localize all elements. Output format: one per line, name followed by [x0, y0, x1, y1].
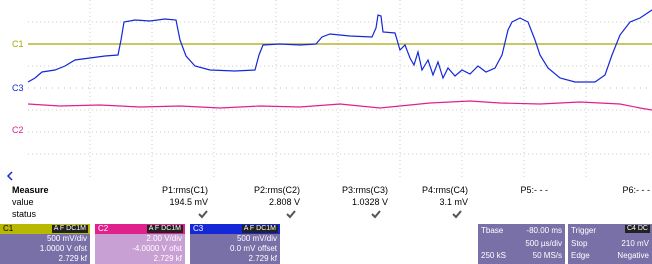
panel-value: 500 µs/div [525, 238, 562, 249]
panel-value: Edge [571, 250, 590, 261]
param-name: P2:rms(C2) [212, 185, 300, 196]
measure-header: Measure [12, 185, 49, 196]
panel-value: Negative [617, 250, 649, 261]
status-checks [0, 209, 652, 221]
panel-value: 250 kS [481, 250, 506, 261]
panel-value: 2.729 kf [249, 254, 277, 264]
panel-value: 2.729 kf [154, 254, 182, 264]
panel-value: -80.00 ms [526, 225, 562, 236]
param-name: P4:rms(C4) [380, 185, 468, 196]
panel-title: Trigger [571, 225, 596, 236]
panel-title: Tbase [481, 225, 503, 236]
scroll-arrow[interactable] [8, 172, 12, 180]
panel-badge: A F DC1M [52, 225, 88, 233]
param-value: 3.1 mV [380, 197, 468, 208]
panel-badge: A F DC1M [147, 225, 183, 233]
param-value: 194.5 mV [120, 197, 208, 208]
panel-value: 0.0 mV offset [230, 244, 277, 254]
param-value: 2.808 V [212, 197, 300, 208]
param-value: 1.0328 V [300, 197, 388, 208]
panel-value: 2.729 kf [59, 254, 87, 264]
param-name: P6:- - - [562, 185, 650, 196]
panel-value: 500 mV/div [237, 234, 277, 244]
row-label: value [12, 197, 34, 208]
panel-value: 500 mV/div [47, 234, 87, 244]
panel-badge: C4 DC [625, 225, 650, 233]
panel-value: 210 mV [621, 238, 649, 249]
trace-c2 [28, 101, 652, 110]
panel-value: 2.00 V/div [146, 234, 182, 244]
panel-value: Stop [571, 238, 587, 249]
panel-badge: A F DC1M [242, 225, 278, 233]
page: C1 C3 C2 Measure value status P1:rms(C1)… [0, 0, 652, 264]
waveform-display [0, 0, 652, 182]
param-name: P3:rms(C3) [300, 185, 388, 196]
trace-c3 [28, 10, 652, 82]
trigger-panel[interactable]: Trigger C4 DC Stop 210 mV Edge Negative [568, 224, 652, 264]
timebase-panel[interactable]: Tbase -80.00 ms 500 µs/div 250 kS 50 MS/… [478, 224, 565, 264]
panel-title: C3 [193, 224, 203, 233]
panel-title: C1 [3, 224, 13, 233]
trace-label: C2 [12, 125, 24, 136]
panel-value: 50 MS/s [533, 250, 562, 261]
panel-title: C2 [98, 224, 108, 233]
param-name: P5:- - - [460, 185, 548, 196]
panel-value: 1.0000 V ofst [40, 244, 87, 254]
trace-label: C3 [12, 83, 24, 94]
trace-label: C1 [12, 39, 24, 50]
param-name: P1:rms(C1) [120, 185, 208, 196]
panel-value: -4.0000 V ofst [132, 244, 182, 254]
